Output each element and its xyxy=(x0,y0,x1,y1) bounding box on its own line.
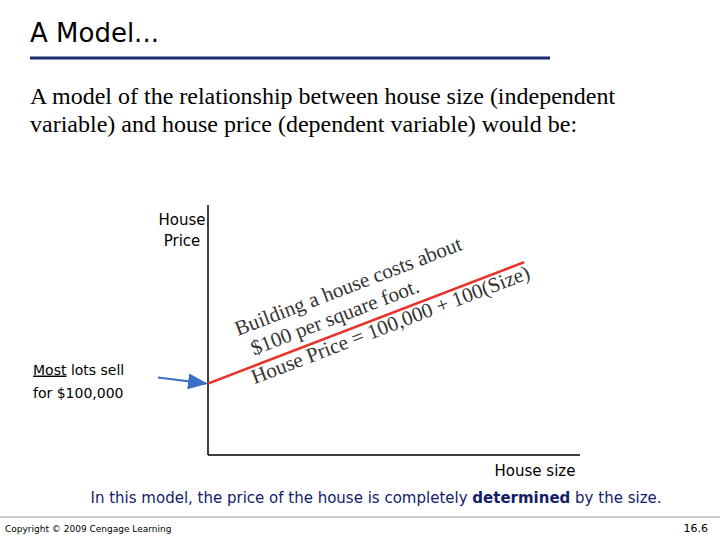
x-axis-label: House size xyxy=(495,462,576,480)
intercept-annotation: for $100,000 xyxy=(33,385,124,401)
slide-title: A Model... xyxy=(30,18,159,48)
footer-rule xyxy=(0,517,720,518)
line-annotation-segment: House Price = 100,000 + 100(Size) xyxy=(248,260,534,389)
y-axis-label: Price xyxy=(164,232,201,250)
copyright: Copyright © 2009 Cengage Learning xyxy=(5,524,171,534)
slide-root: A Model... A model of the relationship be… xyxy=(0,0,720,540)
caption: In this model, the price of the house is… xyxy=(91,489,662,507)
intro-text: variable) and house price (dependent var… xyxy=(30,111,577,137)
line-annotation-text: House Price = 100,000 + 100(Size) xyxy=(248,260,534,389)
intercept-annotation-segment: Most xyxy=(33,362,67,378)
caption-segment: by the size. xyxy=(570,489,661,507)
price-line xyxy=(208,262,524,383)
page-number: 16.6 xyxy=(684,522,709,535)
line-annotation: Building a house costs about$100 per squ… xyxy=(229,213,533,389)
x-axis xyxy=(208,454,580,456)
intercept-annotation-segment: lots sell xyxy=(66,362,124,378)
caption-segment: In this model, the price of the house is… xyxy=(91,489,473,507)
intro-text: A model of the relationship between hous… xyxy=(30,83,615,109)
intercept-annotation-segment: for $100,000 xyxy=(33,385,124,401)
title-rule xyxy=(30,57,550,60)
intercept-arrow xyxy=(158,378,206,384)
caption-segment: determined xyxy=(472,489,570,507)
data-group xyxy=(208,262,524,383)
y-axis-label: House xyxy=(158,211,205,229)
slide: A Model... A model of the relationship be… xyxy=(0,0,720,540)
y-axis xyxy=(207,205,209,455)
intercept-annotation: Most lots sell xyxy=(33,362,124,378)
